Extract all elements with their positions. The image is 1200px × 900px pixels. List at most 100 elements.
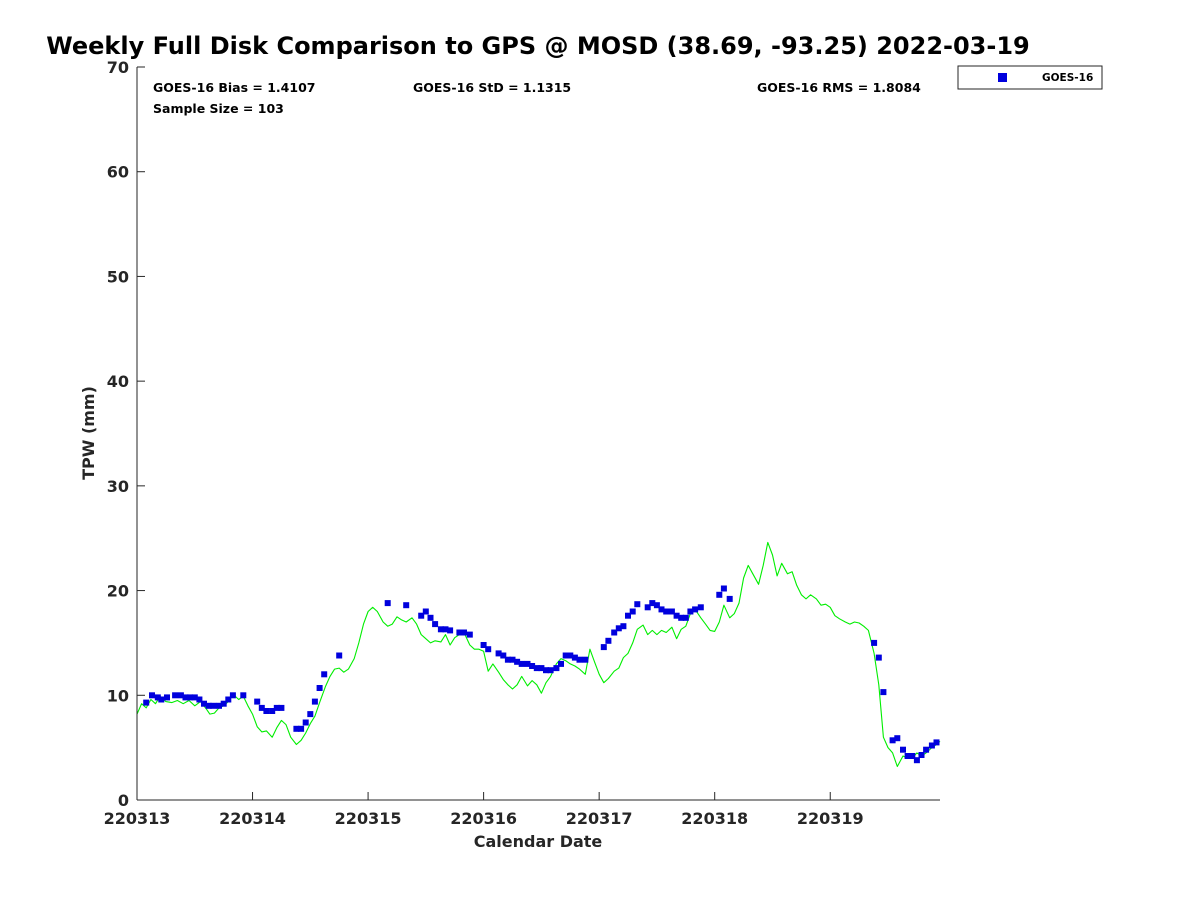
legend: GOES-16 — [957, 65, 1103, 90]
goes-16-point — [538, 665, 545, 672]
x-tick-label: 220313 — [104, 809, 171, 828]
goes-16-point — [384, 600, 391, 607]
goes-16-point — [225, 696, 232, 703]
goes-16-point — [720, 585, 727, 592]
goes-16-point — [894, 735, 901, 742]
goes-16-point — [615, 625, 622, 632]
gps-series — [136, 541, 941, 768]
goes-16-point — [258, 704, 265, 711]
goes-16-point — [514, 658, 521, 665]
plot-area: 0 10 20 30 40 50 60 70 220313 220314 220315 220316 2… — [104, 58, 941, 828]
sample-size-annotation: Sample Size = 103 — [153, 101, 284, 116]
goes-16-point — [191, 694, 198, 701]
goes-16-point — [913, 757, 920, 764]
goes-16-point — [336, 652, 343, 659]
goes-16-point — [302, 719, 309, 726]
goes-16-point — [880, 689, 887, 696]
goes-16-point — [553, 665, 560, 672]
x-tick-label: 220317 — [566, 809, 633, 828]
gps-series-line — [136, 541, 941, 768]
goes-16-point — [158, 696, 165, 703]
goes-16-point — [298, 725, 305, 732]
goes-16-point — [263, 708, 270, 714]
goes-16-series — [143, 585, 940, 764]
goes-16-point — [529, 663, 536, 669]
goes-16-point — [485, 646, 492, 653]
goes-16-point — [509, 656, 516, 663]
goes-16-point — [611, 629, 618, 636]
goes-16-point — [600, 644, 607, 651]
goes-16-point — [216, 702, 222, 709]
goes-16-point — [447, 627, 454, 634]
goes-16-point — [240, 692, 247, 699]
x-tick-label: 220314 — [219, 809, 286, 828]
goes-16-point — [418, 612, 425, 619]
goes-16-point — [682, 614, 689, 621]
goes-16-point — [629, 608, 636, 615]
goes-16-point — [164, 694, 170, 701]
goes-16-point — [649, 600, 656, 607]
goes-16-point — [403, 602, 410, 609]
x-tick-label: 220319 — [797, 809, 864, 828]
goes-16-point — [533, 665, 540, 672]
goes-16-point — [442, 626, 449, 633]
goes-16-point — [634, 601, 641, 608]
goes-16-point — [504, 656, 511, 663]
goes-16-point — [307, 711, 314, 718]
goes-16-point — [673, 612, 680, 619]
goes-16-point — [658, 606, 665, 613]
goes-16-point — [678, 614, 685, 621]
goes-16-point — [547, 667, 554, 674]
goes-16-point — [143, 699, 150, 706]
goes-16-point — [422, 608, 429, 615]
goes-16-point — [687, 608, 694, 615]
goes-16-point — [644, 604, 651, 611]
legend-marker-goes-16 — [998, 73, 1007, 82]
goes-16-point — [495, 650, 502, 657]
goes-16-point — [620, 623, 627, 630]
goes-16-point — [625, 612, 631, 619]
goes-16-point — [500, 652, 507, 659]
legend-box — [957, 65, 1103, 90]
x-axis-label: Calendar Date — [474, 832, 603, 851]
y-tick-label: 20 — [107, 582, 129, 601]
goes-16-point — [889, 737, 896, 744]
legend-label-goes-16: GOES-16 — [1042, 72, 1093, 84]
goes-16-point — [653, 602, 660, 609]
goes-16-point — [229, 692, 236, 699]
goes-16-point — [316, 685, 323, 691]
goes-16-point — [875, 654, 882, 661]
goes-16-point — [871, 639, 878, 646]
goes-16-point — [928, 742, 935, 749]
goes-16-point — [571, 654, 578, 661]
goes-16-point — [562, 652, 569, 659]
goes-16-point — [437, 626, 444, 633]
x-tick-label: 220318 — [681, 809, 748, 828]
chart-title: Weekly Full Disk Comparison to GPS @ MOS… — [46, 32, 1029, 60]
goes-16-point — [933, 739, 940, 746]
goes-16-point — [201, 700, 207, 707]
goes-16-point — [692, 606, 699, 613]
goes-16-point — [254, 698, 261, 705]
goes-16-point — [716, 591, 723, 598]
goes-16-point — [904, 753, 911, 759]
goes-16-point — [480, 642, 487, 648]
goes-16-point — [149, 692, 155, 699]
goes-16-point — [524, 660, 531, 667]
goes-16-point — [668, 608, 675, 615]
goes-16-point — [456, 629, 463, 636]
y-tick-label: 40 — [107, 372, 129, 391]
goes-16-point — [923, 746, 930, 753]
goes-16-point — [605, 637, 612, 644]
goes-16-point — [210, 702, 217, 709]
goes-16-point — [663, 608, 670, 615]
goes-16-point — [187, 694, 194, 701]
goes-16-point — [278, 704, 285, 711]
goes-16-point — [269, 708, 276, 714]
goes-16-point — [177, 692, 184, 699]
goes-16-point — [154, 694, 161, 701]
goes-16-point — [567, 652, 574, 659]
goes-16-point — [311, 698, 318, 705]
goes-16-point — [321, 671, 328, 678]
